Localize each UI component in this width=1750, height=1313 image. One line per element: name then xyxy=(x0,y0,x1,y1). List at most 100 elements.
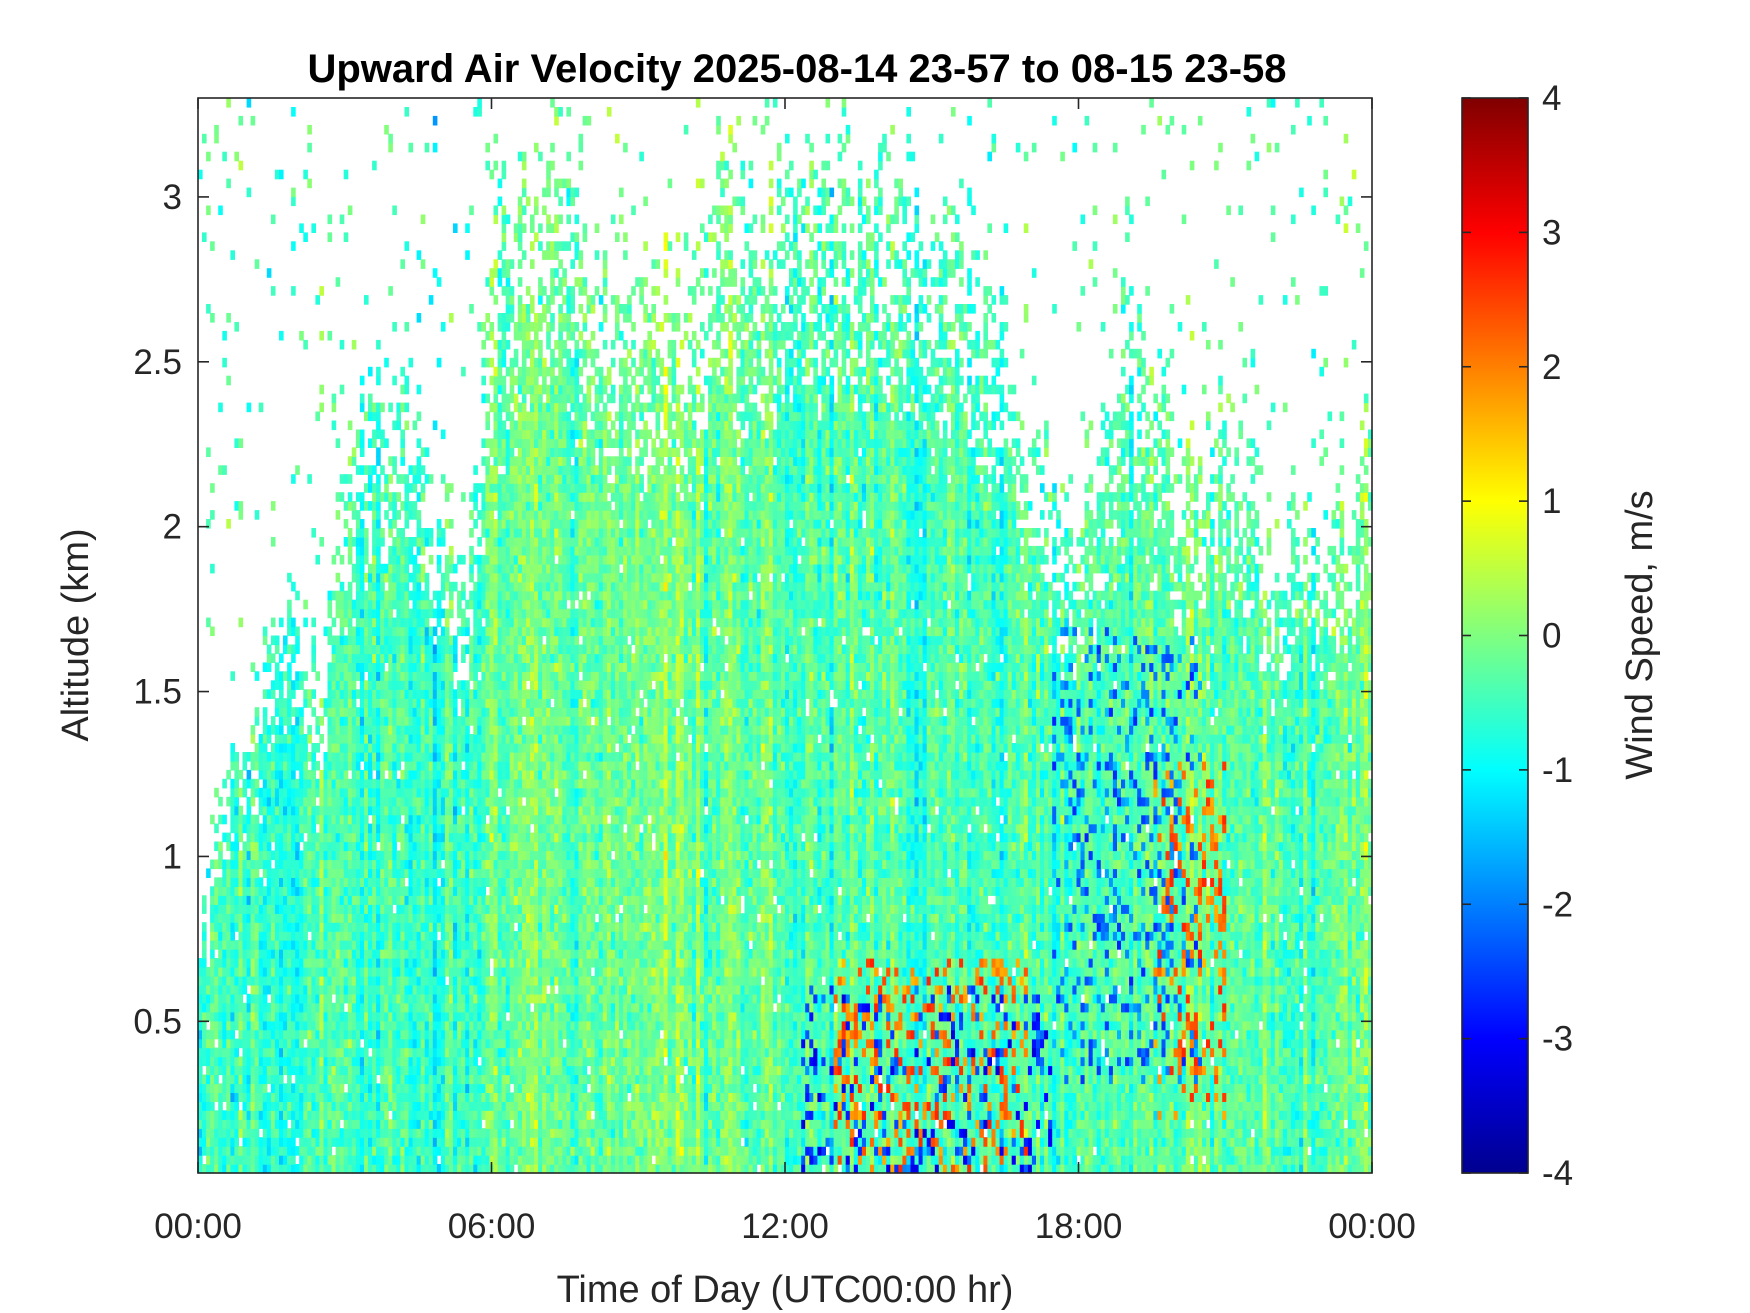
heatmap-cell xyxy=(344,877,349,887)
heatmap-cell xyxy=(388,1057,393,1067)
heatmap-cell xyxy=(348,967,353,977)
heatmap-cell xyxy=(425,1128,430,1138)
heatmap-cell xyxy=(332,895,337,905)
heatmap-cell xyxy=(400,743,405,753)
heatmap-cell xyxy=(400,591,405,601)
heatmap-cell xyxy=(457,1092,462,1102)
heatmap-cell xyxy=(498,1101,503,1111)
heatmap-cell xyxy=(307,913,312,923)
heatmap-cell xyxy=(437,1075,442,1085)
heatmap-cell xyxy=(429,994,434,1004)
heatmap-cell xyxy=(498,492,503,502)
heatmap-cell xyxy=(413,1128,418,1138)
heatmap-cell xyxy=(445,1083,450,1093)
heatmap-cell xyxy=(247,1048,252,1058)
heatmap-cell xyxy=(506,519,511,529)
heatmap-cell xyxy=(218,842,223,852)
heatmap-cell xyxy=(263,1021,268,1031)
heatmap-cell xyxy=(388,824,393,834)
heatmap-cell xyxy=(477,645,482,655)
heatmap-cell xyxy=(473,1119,478,1129)
heatmap-cell xyxy=(267,1119,272,1129)
heatmap-cell xyxy=(441,886,446,896)
heatmap-cell xyxy=(336,707,341,717)
heatmap-cell xyxy=(437,716,442,726)
heatmap-cell xyxy=(429,662,434,672)
heatmap-cell xyxy=(340,555,345,565)
heatmap-cell xyxy=(437,1119,442,1129)
heatmap-cell xyxy=(230,868,235,878)
heatmap-cell xyxy=(255,940,260,950)
heatmap-cell xyxy=(328,707,333,717)
heatmap-cell xyxy=(477,653,482,663)
heatmap-cell xyxy=(396,1128,401,1138)
heatmap-cell xyxy=(437,994,442,1004)
heatmap-cell xyxy=(263,949,268,959)
heatmap-cell xyxy=(368,922,373,932)
heatmap-cell xyxy=(457,967,462,977)
heatmap-cell xyxy=(494,1128,499,1138)
heatmap-cell xyxy=(315,967,320,977)
heatmap-cell xyxy=(267,815,272,825)
heatmap-cell xyxy=(372,815,377,825)
heatmap-cell xyxy=(384,833,389,843)
heatmap-cell xyxy=(332,716,337,726)
heatmap-cell xyxy=(332,797,337,807)
heatmap-cell xyxy=(477,1110,482,1120)
heatmap-cell xyxy=(433,949,438,959)
heatmap-cell xyxy=(311,1092,316,1102)
heatmap-cell xyxy=(319,976,324,986)
heatmap-cell xyxy=(465,770,470,780)
heatmap-cell xyxy=(315,1003,320,1013)
heatmap-cell xyxy=(311,707,316,717)
heatmap-cell xyxy=(287,985,292,995)
heatmap-cell xyxy=(421,976,426,986)
heatmap-cell xyxy=(348,501,353,511)
heatmap-cell xyxy=(490,886,495,896)
heatmap-cell xyxy=(230,1128,235,1138)
heatmap-cell xyxy=(502,510,507,520)
heatmap-cell xyxy=(449,824,454,834)
heatmap-cell xyxy=(348,618,353,628)
heatmap-cell xyxy=(409,1057,414,1067)
heatmap-cell xyxy=(372,716,377,726)
heatmap-cell xyxy=(400,1039,405,1049)
heatmap-cell xyxy=(409,1075,414,1085)
heatmap-cell xyxy=(267,662,272,672)
heatmap-cell xyxy=(271,824,276,834)
heatmap-cell xyxy=(287,967,292,977)
heatmap-cell xyxy=(469,931,474,941)
heatmap-cell xyxy=(259,1075,264,1085)
heatmap-cell xyxy=(461,922,466,932)
heatmap-cell xyxy=(319,842,324,852)
heatmap-cell xyxy=(376,797,381,807)
heatmap-cell xyxy=(287,877,292,887)
heatmap-cell xyxy=(206,1003,211,1013)
heatmap-cell xyxy=(465,851,470,861)
heatmap-cell xyxy=(275,931,280,941)
heatmap-cell xyxy=(356,815,361,825)
heatmap-cell xyxy=(506,510,511,520)
heatmap-cell xyxy=(352,1012,357,1022)
heatmap-cell xyxy=(473,636,478,646)
heatmap-cell xyxy=(384,1164,389,1174)
heatmap-cell xyxy=(433,1119,438,1129)
heatmap-cell xyxy=(364,546,369,556)
heatmap-cell xyxy=(271,215,276,225)
heatmap-cell xyxy=(413,1137,418,1147)
heatmap-cell xyxy=(210,510,215,520)
heatmap-cell xyxy=(400,555,405,565)
heatmap-cell xyxy=(437,1146,442,1156)
heatmap-cell xyxy=(267,1110,272,1120)
heatmap-cell xyxy=(437,600,442,610)
heatmap-cell xyxy=(405,716,410,726)
heatmap-cell xyxy=(234,1012,239,1022)
heatmap-cell xyxy=(396,1066,401,1076)
heatmap-cell xyxy=(409,1039,414,1049)
heatmap-cell xyxy=(409,734,414,744)
heatmap-cell xyxy=(299,940,304,950)
heatmap-cell xyxy=(202,1083,207,1093)
heatmap-cell xyxy=(445,931,450,941)
heatmap-cell xyxy=(465,618,470,628)
heatmap-cell xyxy=(425,868,430,878)
